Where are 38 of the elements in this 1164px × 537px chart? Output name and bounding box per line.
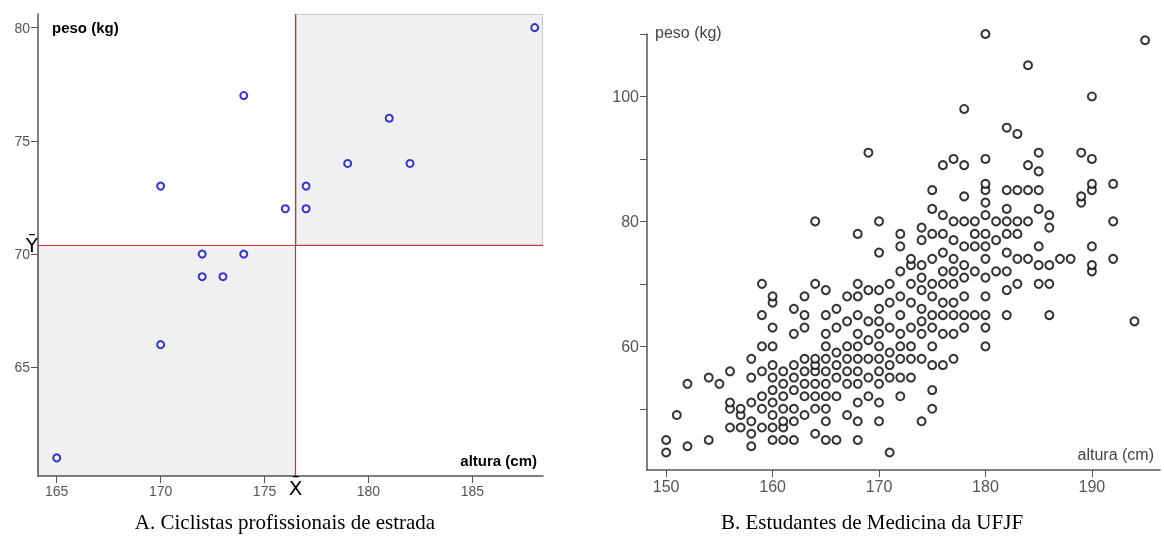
text: A. Ciclistas profissionais de estrada	[134, 509, 436, 534]
x-tick-label: 150	[652, 477, 680, 495]
x-tick-label: 160	[759, 477, 787, 495]
x-tick-label: 180	[356, 483, 381, 499]
y-tick-label: 100	[612, 87, 640, 105]
y-tick-label: 80	[14, 19, 31, 36]
y-tick-label: 65	[14, 359, 31, 376]
x-tick-label: 170	[148, 483, 173, 499]
point	[156, 340, 166, 350]
y-axis-title: peso (kg)	[655, 23, 722, 41]
point	[218, 272, 228, 282]
point	[197, 272, 207, 282]
point	[280, 204, 290, 214]
x-tick-label: 185	[460, 483, 485, 499]
text: B. Estudantes de Medicina da UFJF	[720, 509, 1024, 534]
point	[530, 23, 540, 33]
x-tick-label: 170	[865, 477, 893, 495]
point	[156, 181, 166, 191]
point	[384, 113, 394, 123]
point	[52, 453, 62, 463]
x-tick-label: 180	[972, 477, 999, 495]
x-tick-label: 190	[1078, 477, 1106, 495]
y-axis-title: peso (kg)	[52, 19, 119, 36]
x-axis-title: altura (cm)	[460, 452, 537, 469]
point	[301, 181, 311, 191]
point	[239, 91, 249, 101]
y-tick-label: 80	[621, 212, 640, 230]
point	[197, 249, 207, 259]
x-tick-label: 175	[252, 483, 277, 499]
point	[343, 158, 353, 168]
x-axis-title: altura (cm)	[1077, 445, 1154, 463]
point	[405, 158, 415, 168]
ref-line-label: X̄	[288, 475, 303, 500]
point	[239, 249, 249, 259]
x-tick-label: 165	[45, 483, 69, 499]
y-tick-label: 75	[14, 132, 31, 149]
point	[301, 204, 311, 214]
y-tick-label: 60	[621, 337, 640, 355]
